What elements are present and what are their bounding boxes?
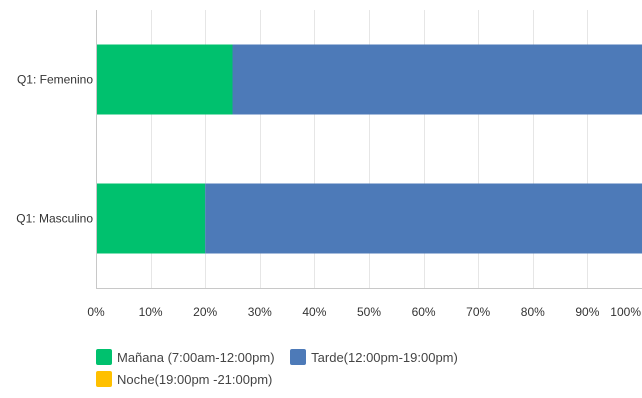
x-tick-label-0: 0% xyxy=(87,305,105,319)
x-tick-label-4: 40% xyxy=(302,305,326,319)
legend-swatch-manana xyxy=(96,349,112,365)
category-labels: Q1: Femenino Q1: Masculino xyxy=(16,73,93,226)
bar-2-series-1 xyxy=(96,183,206,254)
x-tick-label-5: 50% xyxy=(357,305,381,319)
x-tick-label-1: 10% xyxy=(139,305,163,319)
legend-label-tarde: Tarde(12:00pm-19:00pm) xyxy=(311,349,458,365)
legend-item-tarde[interactable]: Tarde(12:00pm-19:00pm) xyxy=(290,346,458,368)
legend-row-2: Noche(19:00pm -21:00pm) xyxy=(96,368,636,390)
bar-2-series-2 xyxy=(205,183,642,254)
legend-label-noche: Noche(19:00pm -21:00pm) xyxy=(117,371,273,387)
legend-swatch-tarde xyxy=(290,349,307,365)
x-tick-label-2: 20% xyxy=(193,305,217,319)
bar-1-series-1 xyxy=(96,44,233,115)
legend-label-manana: Mañana (7:00am-12:00pm) xyxy=(117,349,275,365)
legend-row-1: Mañana (7:00am-12:00pm) Tarde(12:00pm-19… xyxy=(96,346,636,368)
legend-swatch-noche xyxy=(96,371,112,387)
x-tick-label-8: 80% xyxy=(521,305,545,319)
x-tick-labels: 0% 10% 20% 30% 40% 50% 60% 70% 80% 90% 100% xyxy=(87,305,641,319)
category-label-2: Q1: Masculino xyxy=(16,212,93,226)
legend: Mañana (7:00am-12:00pm) Tarde(12:00pm-19… xyxy=(96,346,636,390)
bars xyxy=(96,44,642,254)
legend-item-noche[interactable]: Noche(19:00pm -21:00pm) xyxy=(96,368,272,390)
x-tick-label-3: 30% xyxy=(248,305,272,319)
x-tick-label-10: 100% xyxy=(610,305,641,319)
x-tick-label-6: 60% xyxy=(412,305,436,319)
category-label-1: Q1: Femenino xyxy=(17,73,93,87)
axes xyxy=(96,10,642,289)
x-tick-label-7: 70% xyxy=(466,305,490,319)
bar-1-series-2 xyxy=(232,44,642,115)
legend-item-manana[interactable]: Mañana (7:00am-12:00pm) xyxy=(96,346,275,368)
x-tick-label-9: 90% xyxy=(575,305,599,319)
